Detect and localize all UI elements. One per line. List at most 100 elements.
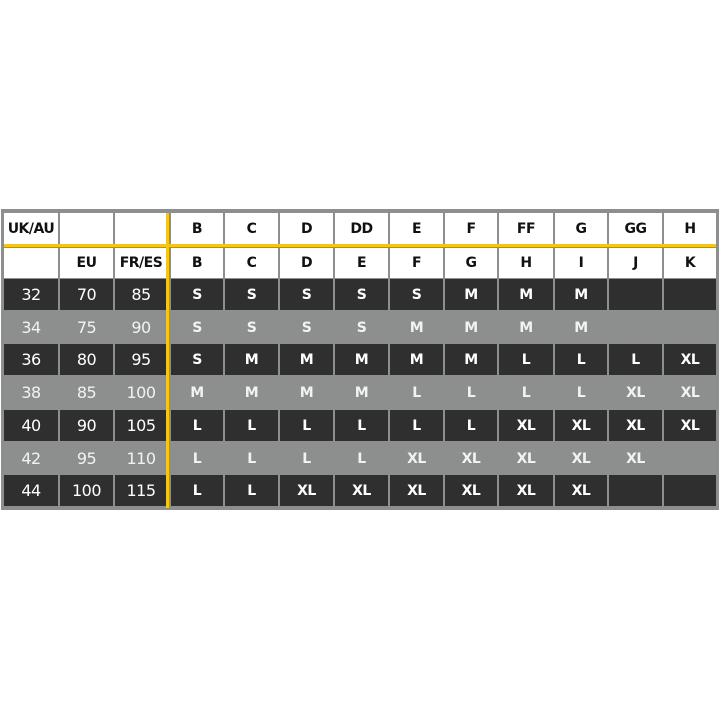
header-cell: K [664, 248, 716, 278]
size-cell: L [499, 344, 553, 375]
size-cell: S [301, 319, 312, 336]
size-cell: XL [555, 410, 607, 441]
size-cell: M [390, 344, 443, 375]
size-cell: S [192, 319, 202, 336]
size-cell: M [499, 279, 553, 310]
header-cell: G [555, 213, 607, 244]
band-size-cell: 95 [76, 449, 97, 468]
band-size-cell: 42 [21, 449, 41, 468]
size-cell: L [555, 344, 607, 375]
band-size-cell: 40 [4, 410, 58, 441]
size-cell: XL [626, 450, 645, 467]
size-cell: S [280, 279, 333, 310]
header-cell: EU [60, 248, 113, 278]
size-cell: XL [461, 450, 481, 467]
size-cell: S [225, 279, 278, 310]
band-size-cell: 34 [21, 318, 41, 337]
band-size-cell: 70 [60, 279, 113, 310]
header-cell: DD [335, 213, 388, 244]
band-size-cell: 95 [115, 344, 167, 375]
band-size-cell: 100 [126, 383, 156, 402]
band-size-cell: 85 [115, 279, 167, 310]
size-cell: XL [335, 475, 388, 506]
size-cell: XL [407, 450, 426, 467]
header-cell: B [171, 213, 223, 244]
band-size-cell: 75 [76, 318, 97, 337]
size-cell: L [390, 410, 443, 441]
size-cell: L [171, 410, 223, 441]
size-cell: S [335, 279, 388, 310]
band-size-cell: 90 [131, 318, 151, 337]
size-cell: M [445, 279, 497, 310]
band-size-cell: 38 [21, 383, 41, 402]
size-cell: XL [499, 410, 553, 441]
header-cell: B [171, 248, 223, 278]
header-cell: D [280, 213, 333, 244]
size-cell: L [225, 410, 278, 441]
size-cell: S [356, 319, 367, 336]
band-size-cell: 115 [115, 475, 167, 506]
size-cell: S [246, 319, 257, 336]
band-size-cell: 105 [115, 410, 167, 441]
size-cell [664, 312, 716, 343]
size-cell: M [190, 384, 204, 401]
size-cell [664, 475, 716, 506]
size-cell: XL [499, 475, 553, 506]
band-size-cell: 36 [4, 344, 58, 375]
size-cell: M [244, 384, 259, 401]
size-cell [609, 279, 662, 310]
size-cell: M [280, 344, 333, 375]
size-cell: M [299, 384, 314, 401]
header-cell: F [390, 248, 443, 278]
size-cell: S [390, 279, 443, 310]
header-cell: C [225, 213, 278, 244]
header-cell: UK/AU [4, 213, 58, 244]
size-cell: M [409, 319, 424, 336]
size-cell: L [247, 450, 256, 467]
size-cell [609, 312, 662, 343]
size-cell: L [576, 384, 586, 401]
band-size-cell: 110 [126, 449, 156, 468]
header-cell [4, 248, 58, 278]
size-cell: M [225, 344, 278, 375]
header-cell [115, 213, 167, 244]
size-cell: XL [571, 450, 591, 467]
size-cell: S [171, 279, 223, 310]
header-cell: FF [499, 213, 553, 244]
header-cell: D [280, 248, 333, 278]
size-cell: M [445, 344, 497, 375]
band-size-cell: 90 [60, 410, 113, 441]
size-cell: XL [516, 450, 536, 467]
size-cell: XL [609, 410, 662, 441]
size-cell: M [354, 384, 369, 401]
size-cell: XL [680, 384, 700, 401]
size-chart-table: UK/AU B C D DD E F FF G GG H EU FR/ES B C D E F G H I J K 32 70 8… [1, 209, 719, 510]
size-cell: L [225, 475, 278, 506]
size-cell: M [574, 319, 588, 336]
header-cell: E [390, 213, 443, 244]
band-size-cell: 32 [4, 279, 58, 310]
header-cell: J [609, 248, 662, 278]
size-cell [609, 475, 662, 506]
size-cell: L [280, 410, 333, 441]
size-cell: L [335, 410, 388, 441]
size-cell [664, 443, 716, 474]
size-cell [664, 279, 716, 310]
band-size-cell: 85 [76, 383, 97, 402]
header-cell: G [445, 248, 497, 278]
size-cell: XL [555, 475, 607, 506]
band-size-cell: 80 [60, 344, 113, 375]
size-cell: L [357, 450, 366, 467]
size-cell: L [609, 344, 662, 375]
size-cell: S [171, 344, 223, 375]
header-cell: H [499, 248, 553, 278]
header-cell: FR/ES [115, 248, 167, 278]
size-cell: XL [664, 410, 716, 441]
header-cell: F [445, 213, 497, 244]
size-cell: XL [445, 475, 497, 506]
size-cell: M [464, 319, 478, 336]
header-cell: E [335, 248, 388, 278]
size-cell: M [519, 319, 533, 336]
size-cell: XL [626, 384, 645, 401]
size-cell: L [412, 384, 421, 401]
